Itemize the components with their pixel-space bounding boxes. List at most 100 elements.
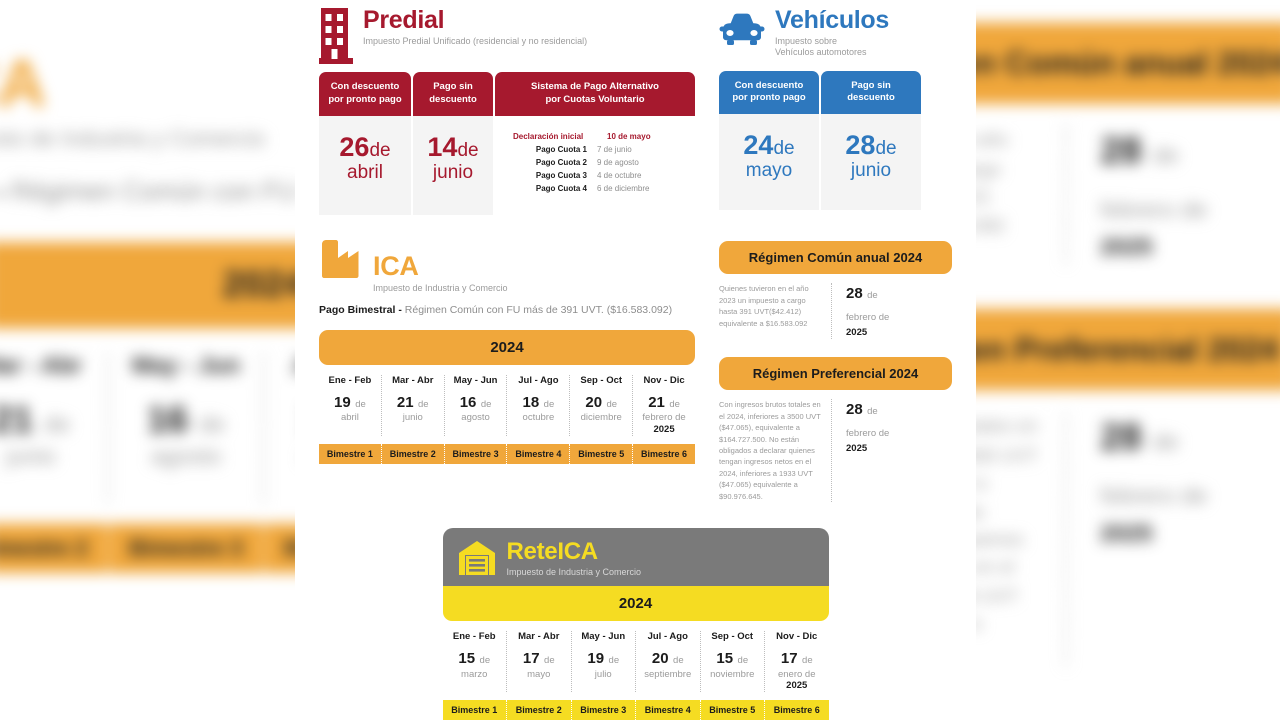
bimestre-month: agosto bbox=[150, 445, 222, 473]
cuota-row: Pago Cuota 4 6 de diciembre bbox=[513, 184, 695, 193]
reteica-card: ReteICA Impuesto de Industria y Comercio… bbox=[442, 527, 829, 720]
ica-title: ICA bbox=[373, 251, 419, 282]
bimestre-range: Ene - Feb bbox=[452, 631, 496, 643]
reteica-bimestre-footer: Bimestre 1 Bimestre 2 Bimestre 3 Bimestr… bbox=[442, 699, 829, 720]
predial-subtitle: Impuesto Predial Unificado (residencial … bbox=[363, 36, 588, 46]
ica-header-text: ICA Impuesto de Industria y Comercio bbox=[373, 237, 508, 294]
bimestre-range: Nov - Dic bbox=[776, 631, 818, 643]
bimestre-month: junio bbox=[402, 412, 423, 424]
reteica-bimestre-col: Sep - Oct 15 de noviembre bbox=[701, 631, 765, 692]
regimen-preferencial-body: Con ingresos brutos totales en el 2024, … bbox=[719, 399, 952, 508]
vehiculos-subtitle-line2: Vehículos automotores bbox=[775, 47, 867, 58]
bimestre-day: 21 bbox=[396, 393, 414, 411]
vehiculos-header: Vehículos Impuesto sobre Vehículos autom… bbox=[719, 6, 952, 59]
cuota-row: Pago Cuota 1 7 de junio bbox=[513, 145, 695, 154]
factory-icon bbox=[322, 240, 359, 279]
cuota-label: Pago Cuota 3 bbox=[535, 170, 587, 180]
bimestre-date: 17 de enero de 2025 bbox=[767, 649, 827, 692]
regimen-de: de bbox=[1152, 430, 1179, 458]
bimestre-range: May - Jun bbox=[453, 374, 498, 386]
bimestre-day: 16 bbox=[459, 393, 477, 411]
bimestre-footer-cell: Bimestre 1 bbox=[442, 699, 507, 720]
bimestre-footer-cell: Bimestre 2 bbox=[381, 443, 445, 464]
predial-header-text: Predial Impuesto Predial Unificado (resi… bbox=[363, 6, 587, 47]
regimen-year: 2025 bbox=[1100, 519, 1153, 548]
vehiculos-title: Vehículos bbox=[775, 6, 890, 34]
regimen-divider bbox=[831, 399, 832, 502]
regimen-preferencial-date: 28 de febrero de 2025 bbox=[1066, 413, 1207, 666]
predial-date1-month: abril bbox=[347, 161, 383, 183]
bimestre-de: de bbox=[608, 655, 620, 667]
bimestre-de: de bbox=[802, 655, 813, 667]
bimestre-de: de bbox=[673, 655, 684, 667]
vehiculos-header-text: Vehículos Impuesto sobre Vehículos autom… bbox=[775, 6, 889, 59]
bimestre-date: 19 de julio bbox=[574, 649, 634, 680]
regimen-comun-date: 28 de febrero de 2025 bbox=[832, 283, 889, 339]
bimestre-date: 17 de mayo bbox=[509, 649, 569, 680]
bimestre-range: Nov - Dic bbox=[643, 374, 685, 386]
bimestre-footer-cell: Bimestre 5 bbox=[570, 443, 634, 464]
regimen-day: 28 bbox=[846, 401, 863, 419]
bimestre-month: abril bbox=[340, 412, 359, 424]
ica-bimestre-col: Mar - Abr 21 de junio bbox=[0, 352, 110, 503]
bimestre-footer-cell: Bimestre 1 bbox=[319, 443, 382, 464]
predial-tab-discount: Con descuento por pronto pago bbox=[319, 72, 411, 116]
bimestre-year: 2025 bbox=[653, 424, 675, 436]
bimestre-day: 20 bbox=[585, 393, 603, 411]
reteica-subtitle: Impuesto de Industria y Comercio bbox=[506, 566, 642, 577]
bimestre-range: Sep - Oct bbox=[580, 374, 623, 386]
bimestre-de: de bbox=[199, 412, 226, 440]
vehiculos-tab2-line2: descuento bbox=[847, 92, 895, 104]
reteica-bimestre-col: May - Jun 19 de julio bbox=[572, 631, 636, 692]
predial-tab1-line2: por pronto pago bbox=[328, 93, 402, 105]
bimestre-day: 19 bbox=[334, 393, 351, 411]
bimestre-day: 16 bbox=[146, 399, 189, 442]
bimestre-day: 21 bbox=[0, 399, 33, 442]
bimestre-date: 18 de octubre bbox=[509, 393, 567, 424]
bimestre-month: septiembre bbox=[644, 668, 692, 680]
bimestre-month: noviembre bbox=[710, 668, 755, 680]
bimestre-footer-cell: Bimestre 4 bbox=[636, 699, 701, 720]
bimestre-date: 20 de diciembre bbox=[572, 393, 630, 424]
bimestre-date: 21 de junio bbox=[0, 397, 102, 474]
bimestre-de: de bbox=[606, 398, 618, 410]
predial-date2-de: de bbox=[457, 139, 479, 161]
vehiculos-date2-day: 28 bbox=[845, 130, 876, 161]
predial-tab2-line2: descuento bbox=[429, 93, 477, 105]
bimestre-month: octubre bbox=[522, 412, 555, 424]
ica-note-bold: Pago Bimestral - bbox=[0, 177, 4, 207]
bimestre-date: 21 de febrero de 2025 bbox=[635, 393, 693, 436]
bimestre-range: Jul - Ago bbox=[647, 631, 688, 643]
cuota-label: Pago Cuota 1 bbox=[535, 144, 587, 154]
bimestre-footer-cell: Bimestre 3 bbox=[444, 443, 508, 464]
cuota-value: 6 de diciembre bbox=[597, 183, 650, 193]
regimen-comun-text: Quienes tuvieron en el año 2023 un impue… bbox=[719, 284, 809, 328]
ica-title: ICA bbox=[0, 48, 46, 123]
ica-note-rest: Régimen Común con FU más de 391 UVT. ($1… bbox=[401, 303, 673, 316]
predial-tab-alternative: Sistema de Pago Alternativo por Cuotas V… bbox=[495, 72, 695, 116]
bimestre-date: 20 de septiembre bbox=[638, 649, 698, 680]
cuota-label: Pago Cuota 2 bbox=[535, 157, 587, 167]
bimestre-range: Mar - Abr bbox=[0, 352, 82, 380]
bimestre-de: de bbox=[544, 655, 555, 667]
regimen-divider bbox=[1063, 127, 1066, 266]
reteica-header: ReteICA Impuesto de Industria y Comercio bbox=[442, 527, 829, 587]
cuota-value: 7 de junio bbox=[597, 144, 632, 154]
middle-section: ICA Impuesto de Industria y Comercio Pag… bbox=[319, 237, 952, 508]
regimen-comun-body: Quienes tuvieron en el año 2023 un impue… bbox=[719, 283, 952, 345]
bimestre-day: 19 bbox=[587, 650, 605, 668]
ica-header-text: ICA Impuesto de Industria y Comercio bbox=[0, 13, 265, 154]
predial-date1-day: 26 bbox=[339, 131, 370, 162]
regimen-year: 2025 bbox=[846, 442, 868, 454]
predial-tab3-line2: por Cuotas Voluntario bbox=[545, 93, 645, 105]
bimestre-range: May - Jun bbox=[581, 631, 626, 643]
bimestre-day: 20 bbox=[651, 650, 669, 668]
predial-date-nodiscount: 14de junio bbox=[413, 115, 493, 216]
cuota-value: 9 de agosto bbox=[597, 157, 639, 167]
predial-cuotas-list: Declaración inicial 10 de mayo Pago Cuot… bbox=[495, 115, 695, 216]
bimestre-de: de bbox=[480, 398, 492, 410]
bimestre-footer-cell: Bimestre 3 bbox=[109, 522, 265, 572]
regimen-preferencial-text: Con ingresos brutos totales en el 2024, … bbox=[719, 400, 821, 501]
predial-tab1-line1: Con descuento bbox=[330, 81, 400, 92]
regimen-year: 2025 bbox=[1100, 233, 1153, 261]
